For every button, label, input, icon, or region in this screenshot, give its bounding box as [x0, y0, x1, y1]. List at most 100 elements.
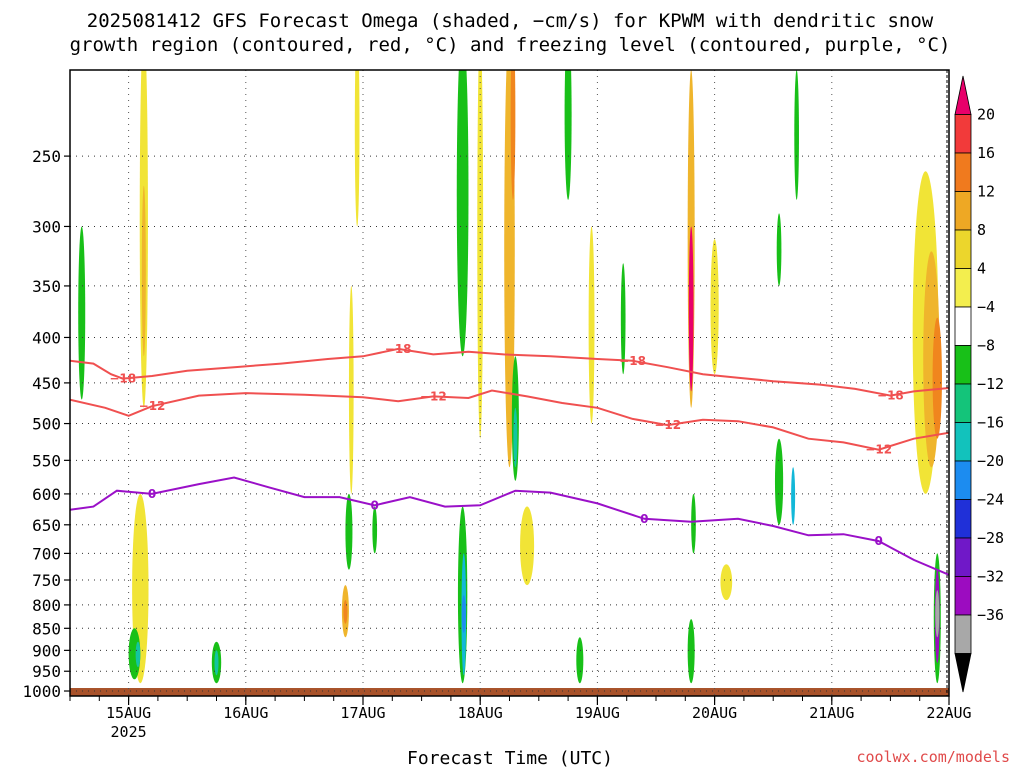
omega-blob: [791, 467, 796, 525]
colorbar-segment: [954, 306, 972, 346]
omega-blob: [141, 185, 146, 357]
colorbar-segment: [954, 614, 972, 654]
colorbar-segment: [954, 268, 972, 308]
y-tick-label: 750: [32, 571, 61, 590]
omega-blob: [794, 70, 799, 200]
omega-blob: [720, 564, 733, 601]
colorbar-segment: [954, 460, 972, 500]
omega-blob: [520, 506, 535, 586]
y-tick-label: 250: [32, 147, 61, 166]
contour-line-0: [70, 476, 949, 576]
colorbar-label: 8: [977, 221, 986, 239]
omega-blob: [214, 650, 219, 676]
contour-label: −18: [385, 342, 412, 356]
omega-blob: [345, 493, 353, 570]
omega-blob: [774, 438, 784, 525]
x-tick-label: 22AUG: [926, 704, 971, 722]
colorbar-label: −20: [977, 452, 1004, 470]
contour-label: 0: [875, 534, 883, 548]
x-tick-label: 19AUG: [575, 704, 620, 722]
x-tick-label: 20AUG: [692, 704, 737, 722]
contour-label: −12: [865, 443, 892, 457]
credit-text: coolwx.com/models: [856, 748, 1010, 766]
contour-label: 0: [640, 512, 648, 526]
y-tick-label: 350: [32, 277, 61, 296]
colorbar-label: −4: [977, 298, 995, 316]
omega-blob: [576, 637, 584, 684]
y-tick-label: 1000: [22, 682, 61, 701]
y-tick-label: 900: [32, 641, 61, 660]
y-tick-label: 550: [32, 451, 61, 470]
omega-blob: [372, 506, 378, 554]
y-tick-label: 450: [32, 374, 61, 393]
contour-label: −12: [420, 389, 447, 403]
omega-blob: [477, 70, 484, 439]
omega-blob: [564, 70, 572, 200]
y-tick-label: 400: [32, 328, 61, 347]
colorbar-segment: [954, 422, 972, 462]
contour-label: 0: [371, 498, 379, 512]
omega-blob: [691, 493, 696, 554]
colorbar-segment: [954, 383, 972, 423]
omega-blob: [78, 226, 86, 400]
omega-blob: [456, 70, 469, 357]
omega-blob: [776, 213, 782, 286]
x-tick-label: 15AUG: [106, 704, 151, 722]
x-axis-label: Forecast Time (UTC): [407, 748, 613, 768]
omega-blob: [588, 226, 595, 424]
omega-blob: [687, 619, 695, 684]
omega-blob: [135, 641, 141, 668]
colorbar-label: −32: [977, 568, 1004, 586]
ground-band: [70, 688, 949, 696]
contour-label: −18: [619, 354, 646, 368]
omega-blob: [510, 70, 516, 200]
colorbar-label: 16: [977, 144, 995, 162]
colorbar-label: −28: [977, 529, 1004, 547]
colorbar-segment: [954, 345, 972, 385]
x-tick-sublabel: 2025: [111, 723, 147, 741]
chart-title-line-2: growth region (contoured, red, °C) and f…: [70, 34, 951, 56]
contour-label: −18: [877, 389, 904, 403]
colorbar-label: 20: [977, 106, 995, 124]
y-tick-label: 300: [32, 217, 61, 236]
omega-blob: [461, 595, 466, 633]
ground-band-fill: [70, 688, 949, 696]
chart-title-line-1: 2025081412 GFS Forecast Omega (shaded, −…: [87, 10, 934, 32]
x-tick-label: 18AUG: [458, 704, 503, 722]
colorbar-label: −16: [977, 414, 1004, 432]
colorbar-top-arrow: [954, 75, 972, 115]
colorbar: 20 16 12 8 4 −4 −8 −12 −16 −20 −24 −28 −32 −36: [954, 75, 1004, 693]
omega-blob: [935, 590, 940, 638]
contour-label: −18: [109, 372, 136, 386]
x-tick-label: 17AUG: [340, 704, 385, 722]
colorbar-segment: [954, 537, 972, 577]
y-tick-label: 500: [32, 415, 61, 434]
omega-blob: [354, 70, 360, 227]
colorbar-label: −12: [977, 375, 1004, 393]
omega-blob: [348, 285, 354, 494]
omega-blob: [513, 407, 518, 468]
colorbar-label: −24: [977, 491, 1004, 509]
contour-line--18: [70, 347, 949, 397]
y-axis: 250 300 350 400 450 500 550 600 650 700 750 800 850 9…: [22, 147, 70, 701]
contour-label: −12: [654, 418, 681, 432]
colorbar-label: −8: [977, 337, 995, 355]
contour-label: −12: [139, 399, 166, 413]
y-tick-label: 600: [32, 485, 61, 504]
colorbar-segment: [954, 229, 972, 269]
colorbar-bottom-arrow: [954, 653, 972, 693]
omega-blob: [932, 317, 942, 439]
contour-label: 0: [148, 487, 156, 501]
colorbar-segment: [954, 576, 972, 616]
omega-blob: [620, 263, 626, 375]
colorbar-segment: [954, 499, 972, 539]
contour-line--12: [70, 389, 949, 451]
y-tick-label: 800: [32, 596, 61, 615]
colorbar-label: 4: [977, 260, 986, 278]
colorbar-label: −36: [977, 606, 1004, 624]
y-tick-label: 650: [32, 516, 61, 535]
colorbar-segment: [954, 191, 972, 231]
omega-blob: [688, 226, 694, 392]
